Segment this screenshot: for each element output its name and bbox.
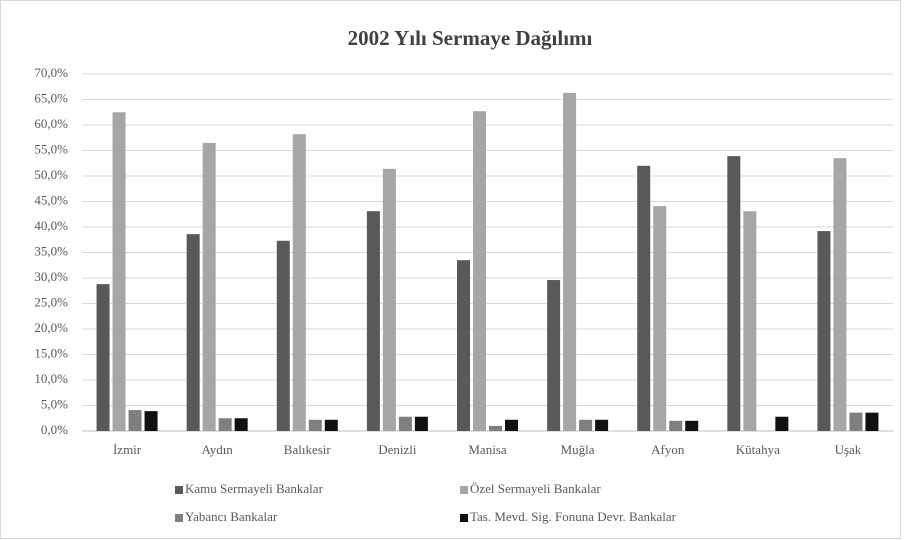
x-tick-label: Afyon	[651, 442, 685, 457]
y-tick-label: 15,0%	[34, 345, 68, 360]
bar	[292, 134, 306, 431]
bar	[743, 211, 757, 431]
bar	[186, 234, 200, 431]
bar	[817, 231, 831, 431]
bar	[414, 416, 428, 431]
legend-swatch	[460, 486, 468, 494]
x-tick-label: Manisa	[468, 442, 507, 457]
bar	[308, 419, 322, 431]
bar	[276, 240, 290, 431]
y-tick-label: 0,0%	[41, 422, 68, 437]
y-tick-label: 40,0%	[34, 218, 68, 233]
y-tick-label: 20,0%	[34, 320, 68, 335]
bar	[669, 420, 683, 431]
bar	[382, 168, 396, 432]
bar	[324, 419, 338, 431]
bar	[473, 111, 486, 431]
x-tick-label: Uşak	[835, 442, 862, 457]
y-tick-label: 50,0%	[34, 167, 68, 182]
bar	[653, 206, 667, 431]
y-tick-label: 55,0%	[34, 141, 68, 156]
bar	[202, 142, 216, 431]
legend-label: Tas. Mevd. Sig. Fonuna Devr. Bankalar	[470, 509, 677, 524]
bar	[637, 165, 651, 432]
legend-swatch	[175, 486, 183, 494]
y-tick-label: 45,0%	[34, 192, 68, 207]
bar	[775, 416, 789, 431]
x-tick-label: İzmir	[113, 442, 142, 457]
bar	[457, 260, 470, 431]
bar	[489, 425, 502, 431]
y-tick-label: 30,0%	[34, 269, 68, 284]
x-tick-label: Denizli	[378, 442, 417, 457]
y-tick-label: 70,0%	[34, 65, 68, 80]
bar	[849, 412, 863, 431]
x-tick-label: Kütahya	[736, 442, 780, 457]
legend-swatch	[175, 514, 183, 522]
y-tick-label: 65,0%	[34, 90, 68, 105]
y-tick-label: 5,0%	[41, 396, 68, 411]
legend-label: Kamu Sermayeli Bankalar	[185, 481, 324, 496]
bar	[685, 420, 699, 431]
bar	[234, 418, 248, 431]
bar	[727, 156, 741, 432]
legend-label: Özel Sermayeli Bankalar	[470, 481, 601, 496]
legend-swatch	[460, 514, 468, 522]
bar	[96, 284, 110, 431]
bar	[505, 419, 518, 431]
bar	[398, 416, 412, 431]
bar	[112, 112, 126, 431]
x-tick-label: Balıkesir	[284, 442, 332, 457]
bar	[144, 411, 158, 431]
bar	[547, 280, 561, 431]
bar	[128, 410, 142, 431]
y-tick-label: 25,0%	[34, 294, 68, 309]
bar	[218, 418, 232, 431]
bar	[865, 412, 879, 431]
bar	[366, 211, 380, 431]
bar	[563, 92, 577, 432]
chart-title: 2002 Yılı Sermaye Dağılımı	[348, 26, 593, 50]
y-tick-label: 10,0%	[34, 371, 68, 386]
x-tick-label: Aydın	[202, 442, 234, 457]
bar	[833, 158, 847, 431]
y-tick-label: 35,0%	[34, 243, 68, 258]
bar	[595, 419, 609, 431]
legend-label: Yabancı Bankalar	[185, 509, 278, 524]
y-tick-label: 60,0%	[34, 116, 68, 131]
x-tick-label: Muğla	[561, 442, 595, 457]
bar	[579, 419, 593, 431]
